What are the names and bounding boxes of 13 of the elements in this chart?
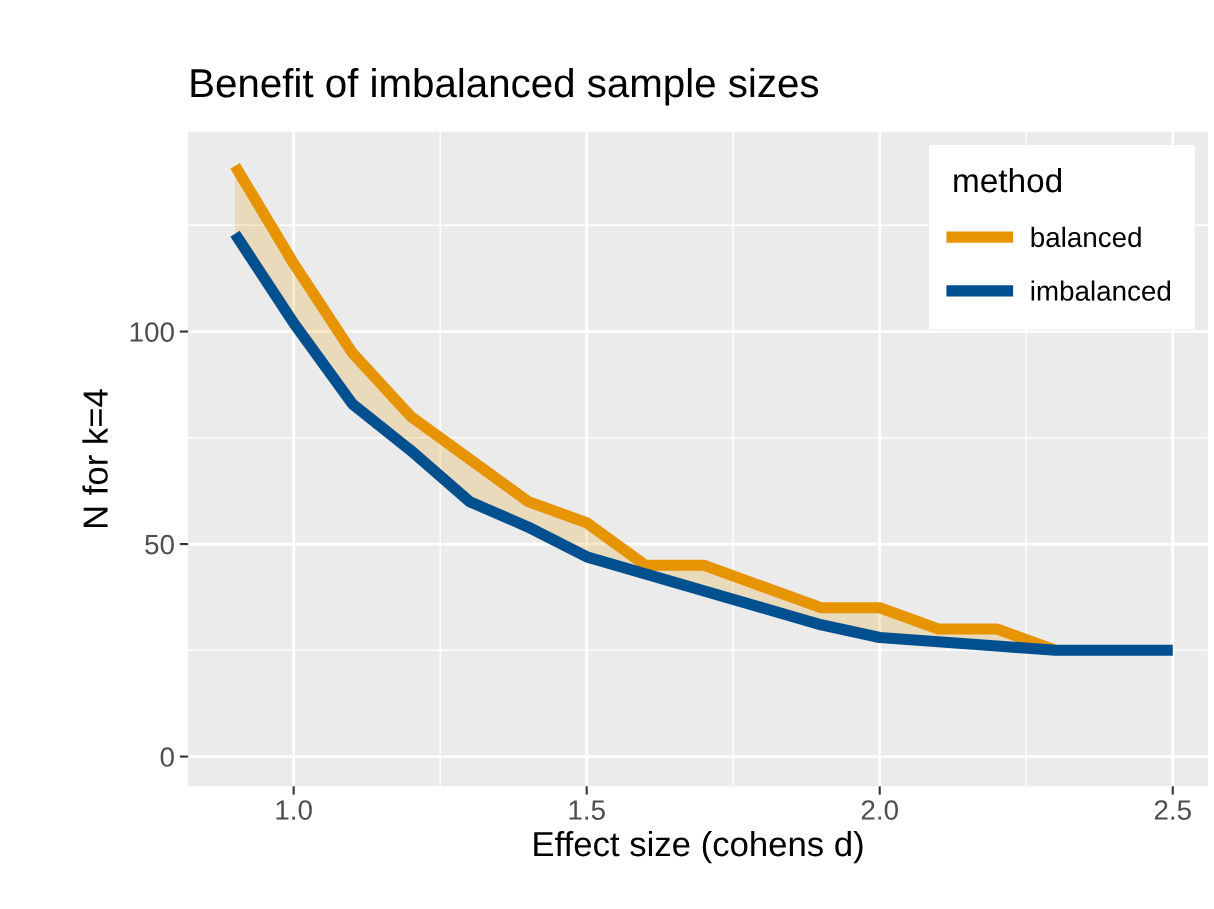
x-axis-title: Effect size (cohens d) bbox=[534, 830, 863, 864]
chart-title: Benefit of imbalanced sample sizes bbox=[191, 67, 819, 106]
y-axis-title: N for k=4 bbox=[82, 389, 108, 528]
y-tick-label: 50 bbox=[145, 534, 174, 555]
legend-title: method bbox=[954, 167, 1062, 193]
legend-label: imbalanced bbox=[1031, 280, 1171, 301]
x-tick-label: 1.0 bbox=[276, 800, 312, 820]
y-tick-label: 0 bbox=[160, 747, 174, 767]
x-tick-label: 2.0 bbox=[861, 800, 898, 820]
x-tick-label: 2.5 bbox=[1154, 800, 1191, 820]
legend-label: balanced bbox=[1031, 226, 1141, 248]
y-tick-label: 100 bbox=[130, 322, 174, 342]
x-tick-label: 1.5 bbox=[569, 800, 605, 820]
